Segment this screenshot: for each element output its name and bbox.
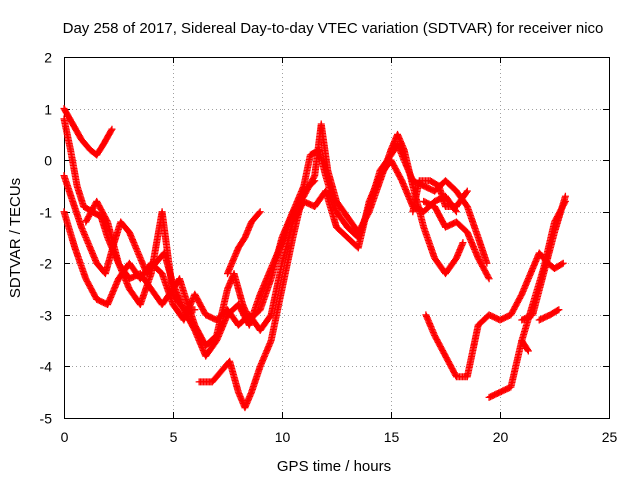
data-point bbox=[462, 188, 470, 196]
data-point bbox=[108, 125, 116, 133]
x-tick-label: 25 bbox=[602, 429, 618, 445]
series-track-2 bbox=[60, 115, 467, 350]
data-point bbox=[554, 306, 562, 314]
chart-title: Day 258 of 2017, Sidereal Day-to-day VTE… bbox=[63, 20, 604, 37]
grid bbox=[64, 57, 609, 418]
series-track-10 bbox=[422, 249, 567, 381]
y-tick-label: -4 bbox=[40, 359, 53, 375]
series-track-6 bbox=[195, 177, 319, 412]
data-point bbox=[459, 239, 467, 247]
y-tick-label: -1 bbox=[40, 205, 53, 221]
x-axis-label: GPS time / hours bbox=[277, 458, 391, 475]
y-tick-label: -2 bbox=[40, 256, 53, 272]
series-track-1 bbox=[60, 105, 116, 159]
x-tick-label: 10 bbox=[275, 429, 291, 445]
data-point bbox=[107, 126, 115, 134]
data-point bbox=[558, 260, 566, 268]
axis-ticks bbox=[64, 57, 610, 419]
y-tick-label: 2 bbox=[44, 50, 52, 66]
y-tick-label: -5 bbox=[40, 411, 53, 427]
x-tick-label: 5 bbox=[170, 429, 178, 445]
data-point bbox=[255, 209, 263, 217]
y-tick-labels: -5 -4 -3 -2 -1 0 1 2 bbox=[40, 50, 53, 427]
data-point bbox=[485, 275, 493, 283]
plot-frame bbox=[64, 57, 610, 419]
x-tick-label: 20 bbox=[493, 429, 509, 445]
data-point bbox=[524, 347, 532, 355]
data-points bbox=[60, 105, 569, 412]
x-tick-label: 15 bbox=[384, 429, 400, 445]
x-tick-label: 0 bbox=[61, 429, 69, 445]
y-tick-label: 1 bbox=[44, 102, 52, 118]
data-point bbox=[311, 177, 319, 185]
data-point bbox=[561, 192, 569, 200]
data-point bbox=[191, 306, 199, 314]
data-point bbox=[484, 273, 492, 281]
data-point bbox=[256, 208, 264, 216]
series-track-7 bbox=[224, 208, 264, 278]
series-track-14 bbox=[535, 306, 563, 324]
y-axis-label: SDTVAR / TECUs bbox=[7, 178, 24, 298]
data-point bbox=[310, 178, 318, 186]
series-track-12 bbox=[518, 192, 569, 324]
x-tick-labels: 0 5 10 15 20 25 bbox=[61, 429, 618, 445]
series-track-5 bbox=[82, 197, 199, 314]
series-track-13 bbox=[518, 337, 532, 355]
data-point bbox=[559, 259, 567, 267]
series-track-8 bbox=[409, 177, 471, 216]
series-track-9 bbox=[420, 197, 493, 283]
y-tick-label: -3 bbox=[40, 308, 53, 324]
data-point bbox=[555, 306, 563, 314]
y-tick-label: 0 bbox=[44, 153, 52, 169]
data-point bbox=[463, 187, 471, 195]
data-point bbox=[524, 346, 532, 354]
